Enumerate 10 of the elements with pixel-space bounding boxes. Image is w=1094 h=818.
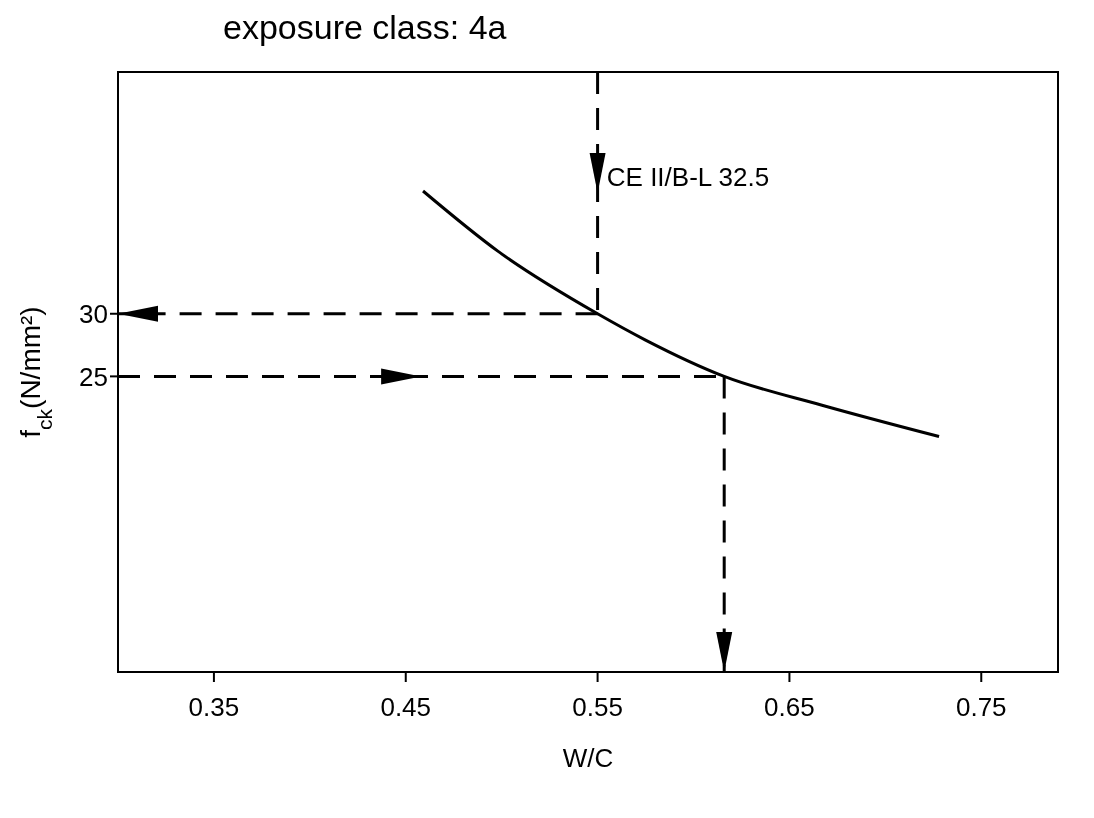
x-axis-title: W/C xyxy=(562,743,614,773)
x-tick-label: 0.55 xyxy=(572,692,623,723)
x-tick-label: 0.65 xyxy=(764,692,815,723)
y-tick-label: 25 xyxy=(79,361,108,392)
x-tick-label: 0.45 xyxy=(380,692,432,723)
annotation: CE II/B-L 32.5 xyxy=(606,162,770,193)
chart-title: exposure class: 4a xyxy=(222,8,508,48)
x-tick-label: 0.35 xyxy=(188,692,240,723)
y-tick-label: 30 xyxy=(79,298,108,329)
x-tick-label: 0.75 xyxy=(955,692,1007,723)
